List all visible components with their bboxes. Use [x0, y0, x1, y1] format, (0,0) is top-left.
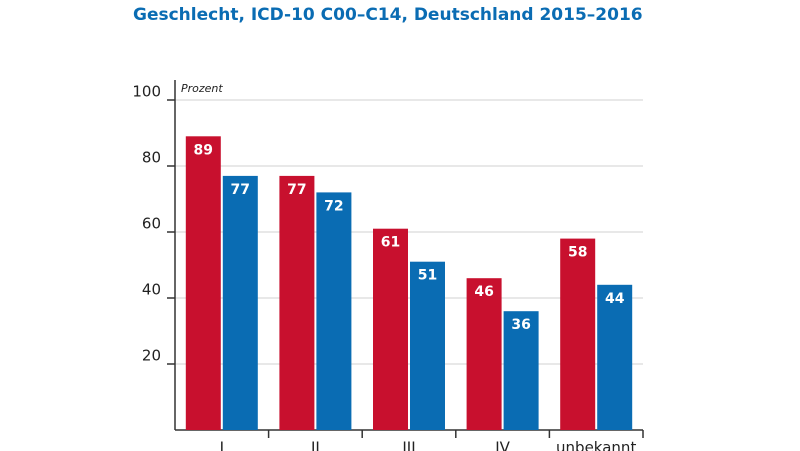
y-tick-label: 20	[142, 347, 161, 365]
bar	[597, 284, 633, 430]
x-tick-label: I	[220, 439, 224, 451]
bar	[316, 192, 352, 430]
value-label: 77	[231, 182, 250, 198]
y-tick-label: 80	[142, 149, 161, 167]
x-tick-label: III	[402, 439, 415, 451]
bar	[185, 136, 221, 431]
bar	[222, 175, 258, 430]
value-label: 72	[324, 198, 343, 214]
value-label: 36	[511, 317, 530, 333]
value-label: 77	[287, 182, 306, 198]
value-label: 61	[381, 235, 400, 251]
x-tick-label: IV	[495, 439, 510, 451]
y-tick-label: 100	[132, 83, 161, 101]
bar	[466, 278, 502, 430]
x-tick-label: II	[311, 439, 320, 451]
bar	[503, 311, 539, 430]
chart-title: Geschlecht, ICD-10 C00–C14, Deutschland …	[133, 5, 643, 25]
bar	[279, 175, 315, 430]
y-axis-label: Prozent	[181, 82, 223, 95]
value-label: 89	[194, 142, 213, 158]
x-tick-label: unbekannt	[556, 439, 636, 451]
bar	[410, 261, 445, 430]
value-label: 44	[605, 291, 625, 307]
y-tick-label: 40	[142, 281, 161, 299]
value-label: 46	[474, 284, 493, 300]
bar	[373, 228, 408, 430]
value-label: 58	[568, 245, 587, 261]
y-tick-label: 60	[142, 215, 161, 233]
bar	[560, 238, 596, 430]
value-label: 51	[418, 268, 437, 284]
